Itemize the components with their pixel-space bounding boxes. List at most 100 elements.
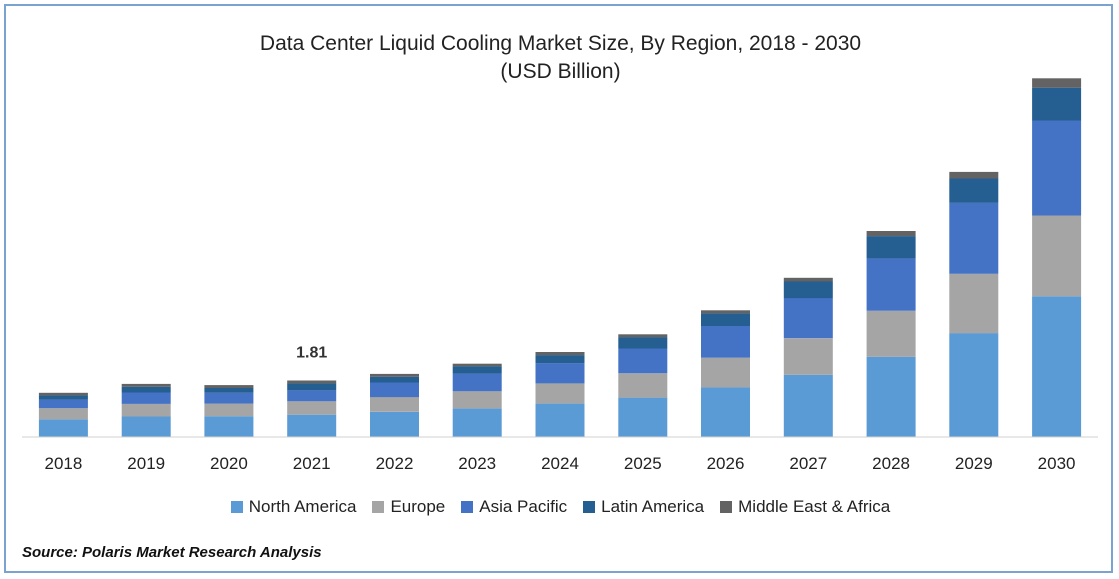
bar-2023-latin-america xyxy=(452,366,502,374)
bar-2024-europe xyxy=(535,383,585,404)
chart-title: Data Center Liquid Cooling Market Size, … xyxy=(259,32,862,55)
bar-2020-north-america xyxy=(204,416,254,437)
bar-2025-middle-east-africa xyxy=(618,334,668,338)
x-tick-labels: 2018 2019 2020 2021 2022 2023 2024 2025 2026 2027… xyxy=(44,454,1075,473)
legend-item-middle-east-africa: Middle East & Africa xyxy=(720,497,890,517)
legend-swatch xyxy=(372,501,385,513)
legend-swatch xyxy=(720,501,733,513)
bar-2030-europe xyxy=(1032,215,1082,297)
bar-2026-europe xyxy=(701,357,750,388)
chart-plot: 2018 2019 2020 2021 2022 2023 2024 2025 2026 2027… xyxy=(22,78,1098,473)
bar-2030-asia-pacific xyxy=(1032,120,1082,216)
x-tick-label-2023: 2023 xyxy=(458,454,496,473)
x-tick-label-2021: 2021 xyxy=(293,454,331,473)
bar-2029-asia-pacific xyxy=(949,203,999,274)
bar-2029-europe xyxy=(949,273,999,334)
bars-group xyxy=(38,78,1082,437)
bar-2030-north-america xyxy=(1032,296,1082,437)
x-tick-label-2025: 2025 xyxy=(624,454,662,473)
bar-2027-europe xyxy=(783,338,833,375)
legend-label: Asia Pacific xyxy=(479,497,568,516)
x-tick-label-2024: 2024 xyxy=(541,454,579,473)
bar-2023-asia-pacific xyxy=(452,373,502,392)
bar-2030-latin-america xyxy=(1032,87,1082,121)
bar-2029-middle-east-africa xyxy=(949,171,999,179)
bar-2018-middle-east-africa xyxy=(38,392,88,396)
bar-2022-middle-east-africa xyxy=(370,373,419,377)
legend-item-asia-pacific: Asia Pacific xyxy=(461,497,567,517)
bar-2028-north-america xyxy=(866,356,916,437)
legend-item-north-america: North America xyxy=(230,497,357,517)
bar-2029-latin-america xyxy=(949,178,999,203)
bar-2027-latin-america xyxy=(783,281,833,299)
bar-2020-middle-east-africa xyxy=(204,385,254,388)
bar-2021-latin-america xyxy=(287,383,337,391)
bar-2026-north-america xyxy=(701,387,750,437)
chart-frame: Data Center Liquid Cooling Market Size, … xyxy=(4,4,1113,573)
x-tick-label-2020: 2020 xyxy=(210,454,248,473)
bar-2018-europe xyxy=(38,408,88,420)
bar-2021-north-america xyxy=(287,414,337,437)
bar-2024-latin-america xyxy=(535,355,585,364)
source-note: Source: Polaris Market Research Analysis xyxy=(22,544,322,561)
bar-2020-europe xyxy=(204,403,254,417)
bar-2020-latin-america xyxy=(204,387,254,393)
bar-2028-middle-east-africa xyxy=(866,231,916,237)
bar-2018-asia-pacific xyxy=(38,399,88,409)
bar-2022-north-america xyxy=(370,411,419,437)
bar-2021-europe xyxy=(287,401,337,415)
bar-2030-middle-east-africa xyxy=(1032,78,1082,88)
legend-item-latin-america: Latin America xyxy=(583,497,704,517)
x-tick-label-2019: 2019 xyxy=(127,454,165,473)
legend-label: North America xyxy=(248,497,357,516)
bar-2019-north-america xyxy=(121,416,171,437)
bar-2029-north-america xyxy=(949,333,999,437)
bar-2024-north-america xyxy=(535,403,585,437)
bar-2023-north-america xyxy=(452,408,502,437)
chart-subtitle: (USD Billion) xyxy=(500,60,621,83)
x-tick-label-2029: 2029 xyxy=(955,454,993,473)
bar-2024-middle-east-africa xyxy=(535,352,585,356)
legend: North America Europe Asia Pacific Latin Ame… xyxy=(6,497,1115,517)
legend-label: Europe xyxy=(390,497,446,516)
x-tick-label-2028: 2028 xyxy=(872,454,910,473)
legend-swatch xyxy=(583,501,596,513)
bar-2028-asia-pacific xyxy=(866,258,916,311)
bar-2021-middle-east-africa xyxy=(287,380,337,384)
legend-label: Latin America xyxy=(601,497,705,516)
bar-2020-asia-pacific xyxy=(204,392,254,404)
x-tick-label-2018: 2018 xyxy=(44,454,82,473)
x-tick-label-2026: 2026 xyxy=(707,454,745,473)
bar-2019-latin-america xyxy=(121,386,171,393)
x-tick-label-2022: 2022 xyxy=(376,454,414,473)
bar-2021-asia-pacific xyxy=(287,390,337,402)
bar-2023-europe xyxy=(452,391,502,409)
bar-2028-europe xyxy=(866,310,916,357)
legend-label: Middle East & Africa xyxy=(738,497,891,516)
legend-swatch xyxy=(230,501,243,513)
x-tick-label-2027: 2027 xyxy=(789,454,827,473)
bar-2023-middle-east-africa xyxy=(452,363,502,367)
legend-item-europe: Europe xyxy=(372,497,445,517)
bar-2022-asia-pacific xyxy=(370,382,419,398)
bar-2018-north-america xyxy=(38,419,88,437)
bar-2027-asia-pacific xyxy=(783,298,833,339)
bar-2025-europe xyxy=(618,373,668,398)
legend-swatch xyxy=(461,501,474,513)
bar-2026-asia-pacific xyxy=(701,326,750,358)
bar-2022-europe xyxy=(370,397,419,412)
bar-2019-middle-east-africa xyxy=(121,383,171,387)
bar-2025-north-america xyxy=(618,397,668,437)
bar-2025-asia-pacific xyxy=(618,348,668,374)
data-label-2021: 1.81 xyxy=(296,345,327,362)
bar-2028-latin-america xyxy=(866,236,916,259)
bar-2019-asia-pacific xyxy=(121,392,171,404)
bar-2026-middle-east-africa xyxy=(701,310,750,314)
bar-2027-middle-east-africa xyxy=(783,277,833,282)
bar-2026-latin-america xyxy=(701,313,750,326)
bar-2019-europe xyxy=(121,403,171,417)
bar-2027-north-america xyxy=(783,374,833,437)
data-labels: 1.81 xyxy=(296,345,327,362)
bar-2022-latin-america xyxy=(370,376,419,383)
bar-2018-latin-america xyxy=(38,395,88,400)
